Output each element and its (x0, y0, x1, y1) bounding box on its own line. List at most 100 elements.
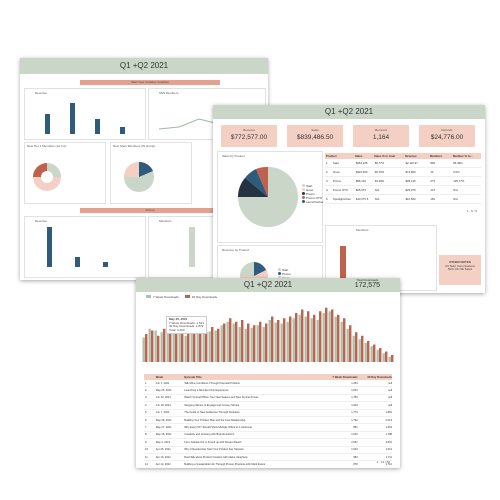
download-bar[interactable] (256, 325, 259, 362)
download-bar[interactable] (283, 318, 286, 362)
download-bar[interactable] (211, 327, 214, 362)
download-bar[interactable] (373, 344, 376, 363)
column-header[interactable]: Sales % to Goal (374, 154, 395, 158)
download-bar[interactable] (178, 327, 181, 362)
download-bar[interactable] (298, 314, 301, 362)
download-bar[interactable] (232, 323, 235, 363)
download-bar[interactable] (367, 341, 370, 362)
table-row[interactable]: 3. Jun 22, 2021 Watch Yourself When Your N… (144, 395, 392, 403)
table-pager[interactable]: 1 - 5 / 5 (466, 209, 477, 213)
download-bar[interactable] (388, 356, 391, 362)
download-bar[interactable] (295, 313, 298, 362)
download-bar[interactable] (346, 328, 349, 362)
download-bar[interactable] (337, 314, 340, 362)
download-bar[interactable] (247, 323, 250, 363)
table-row[interactable]: 1. Start $481,225 89.77% $2,116.97 806 86.46% (325, 159, 481, 168)
table-row[interactable]: 2. May 25, 2021 Launching a Member-Only Ex… (144, 387, 392, 395)
download-bar[interactable] (244, 328, 247, 362)
download-bar[interactable] (220, 325, 223, 362)
table-row[interactable]: 4. Promo OTO $25,979 N/A $25,979 137 N/A (325, 186, 481, 195)
download-bar[interactable] (391, 355, 394, 362)
download-bar[interactable] (340, 321, 343, 362)
download-bar[interactable] (235, 321, 238, 362)
download-bar[interactable] (184, 335, 187, 362)
download-bar[interactable] (376, 349, 379, 362)
table-row[interactable]: 6. May 28, 2021 Building Your Product Plan… (144, 417, 392, 425)
table-row[interactable]: 11. Apr 19, 2021 Real Talk about Product C… (144, 454, 392, 462)
download-bar[interactable] (151, 330, 154, 363)
download-bar[interactable] (277, 320, 280, 362)
download-bar[interactable] (292, 318, 295, 362)
download-bar[interactable] (157, 335, 160, 362)
table-pager[interactable]: 1 - 12 / 80 (376, 460, 390, 464)
column-header[interactable]: 30 Day Downloads (367, 375, 392, 379)
column-header[interactable]: Member % to... (453, 154, 473, 158)
column-header[interactable]: Week (155, 375, 164, 379)
download-bar[interactable] (316, 320, 319, 362)
download-bar[interactable] (349, 325, 352, 362)
download-bar[interactable] (169, 332, 172, 362)
download-bar[interactable] (304, 316, 307, 363)
download-bar[interactable] (361, 335, 364, 362)
download-bar[interactable] (196, 333, 199, 362)
download-bar[interactable] (229, 318, 232, 362)
column-header[interactable]: Revenue (405, 154, 417, 158)
download-bar[interactable] (226, 321, 229, 362)
download-bar[interactable] (262, 327, 265, 362)
download-bar[interactable] (334, 316, 337, 363)
table-row[interactable]: 3. Promo $96,120 93.49% $95,136 273 105.77% (325, 177, 481, 186)
download-bar[interactable] (208, 331, 211, 362)
download-bar[interactable] (202, 334, 205, 362)
download-bar[interactable] (214, 330, 217, 363)
column-header[interactable]: 7 Week Downloads (332, 375, 358, 379)
download-bar[interactable] (385, 351, 388, 363)
download-bar[interactable] (286, 321, 289, 362)
download-bar[interactable] (205, 332, 208, 362)
download-bar[interactable] (355, 332, 358, 362)
table-row[interactable]: 1. Jun 1, 2021 Talk More Conditions Throug… (144, 380, 392, 388)
download-bar[interactable] (265, 323, 268, 363)
column-header[interactable]: Sales (355, 154, 363, 158)
download-bar[interactable] (274, 322, 277, 362)
table-row[interactable]: 5. Spotlight/other $10,075.5 N/A $10,500 181 N… (325, 195, 481, 204)
table-row[interactable]: 7. May 27, 2021 Why Every DIY Should Show … (144, 424, 392, 432)
download-bar[interactable] (193, 327, 196, 362)
download-bar[interactable] (364, 342, 367, 362)
download-bar[interactable] (289, 316, 292, 363)
download-bar[interactable] (382, 353, 385, 362)
download-bar[interactable] (310, 318, 313, 362)
download-bar[interactable] (190, 332, 193, 362)
download-bar[interactable] (370, 346, 373, 362)
download-bar[interactable] (199, 327, 202, 362)
column-header[interactable]: Product (326, 154, 337, 158)
download-bar[interactable] (343, 318, 346, 362)
download-bar[interactable] (145, 334, 148, 362)
download-bar[interactable] (175, 331, 178, 362)
download-bar[interactable] (322, 313, 325, 362)
column-header[interactable]: Members (430, 154, 443, 158)
download-bar[interactable] (172, 329, 175, 362)
download-bar[interactable] (325, 307, 328, 362)
download-bar[interactable] (148, 328, 151, 362)
download-bar[interactable] (241, 320, 244, 362)
download-bar[interactable] (160, 332, 163, 362)
download-bar[interactable] (268, 320, 271, 362)
table-row[interactable]: 5. Jun 7, 2021 The Guide to New Audiences … (144, 410, 392, 417)
download-bar[interactable] (250, 327, 253, 362)
table-row[interactable]: 8. May 18, 2021 Creativity and Growing wit… (144, 432, 392, 440)
download-bar[interactable] (307, 311, 310, 362)
download-bar[interactable] (280, 323, 283, 363)
download-bar[interactable] (259, 321, 262, 362)
table-row[interactable]: 12. Apr 12, 2021 Building a Sustainable Li… (144, 461, 392, 468)
download-bar[interactable] (187, 330, 190, 363)
table-row[interactable]: 2. Grow $322,500 99.79% $74,800 12 6.0% (325, 168, 481, 177)
column-header[interactable]: Episode Title (184, 375, 202, 379)
table-row[interactable]: 4. Jun 18, 2021 Stepping Stones to Engage … (144, 402, 392, 410)
download-bar[interactable] (238, 327, 241, 362)
download-bar[interactable] (301, 309, 304, 363)
download-bar[interactable] (358, 339, 361, 362)
download-bar[interactable] (319, 311, 322, 362)
download-bar[interactable] (271, 316, 274, 363)
download-bar[interactable] (223, 323, 226, 363)
download-bar[interactable] (181, 325, 184, 362)
